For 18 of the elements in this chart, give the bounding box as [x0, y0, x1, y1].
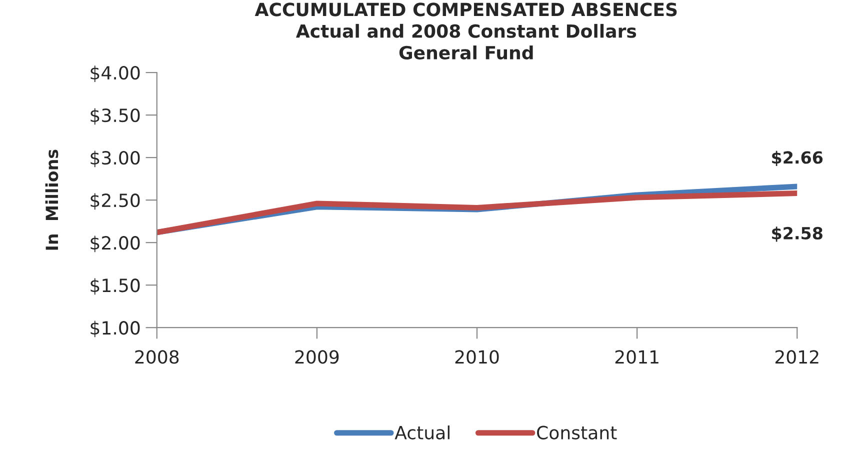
x-tick-label: 2010 — [455, 350, 499, 364]
y-tick-label: $2.50 — [90, 193, 140, 210]
y-tick-label: $3.00 — [90, 150, 140, 168]
x-tick-label: 2009 — [295, 350, 339, 364]
data-label: $2.66 — [772, 150, 823, 166]
y-axis-title: In Millions — [45, 150, 58, 250]
chart-title: ACCUMULATED COMPENSATED ABSENCES Actual and 2008 Constant Dollars General Fund — [254, 2, 677, 60]
x-tick-label: 2008 — [135, 350, 179, 364]
legend-label: Constant — [537, 426, 617, 440]
y-tick-label: $1.00 — [90, 320, 140, 338]
x-tick-label: 2011 — [615, 350, 658, 364]
legend-label: Actual — [394, 425, 450, 440]
x-tick-label: 2012 — [775, 350, 818, 364]
y-tick-label: $1.50 — [90, 278, 140, 295]
y-tick-label: $2.00 — [90, 236, 140, 252]
y-tick-label: $4.00 — [90, 66, 140, 82]
data-label: $2.58 — [772, 226, 822, 242]
y-tick-label: $3.50 — [90, 108, 140, 125]
